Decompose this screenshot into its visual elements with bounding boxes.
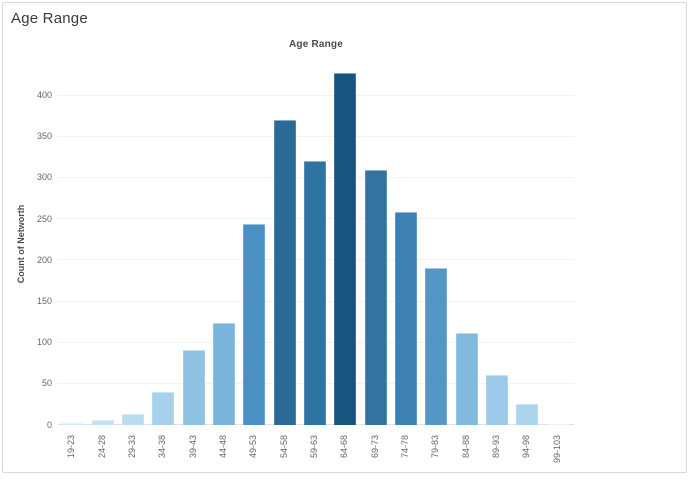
bar-54-58[interactable] (273, 120, 296, 425)
x-tick-label-34-38: 34-38 (157, 435, 168, 459)
x-tick-label-39-43: 39-43 (187, 435, 198, 459)
bar-69-73[interactable] (364, 169, 387, 425)
x-tick-label-94-98: 94-98 (521, 435, 532, 459)
bar-34-38[interactable] (152, 392, 175, 425)
bar-19-23[interactable] (61, 423, 84, 425)
x-tick-label-89-93: 89-93 (490, 435, 501, 459)
y-tick-label-200: 200 (36, 254, 52, 265)
y-tick-label-150: 150 (36, 296, 52, 306)
y-tick-label-400: 400 (36, 90, 52, 101)
bar-39-43[interactable] (182, 350, 205, 425)
bar-24-28[interactable] (91, 420, 114, 425)
y-tick-label-300: 300 (36, 172, 52, 183)
bar-64-68[interactable] (334, 73, 357, 425)
bar-79-83[interactable] (425, 267, 448, 425)
bar-59-63[interactable] (303, 160, 326, 425)
bar-84-88[interactable] (455, 332, 478, 425)
bar-94-98[interactable] (516, 404, 539, 425)
bar-29-33[interactable] (121, 414, 144, 425)
y-tick-label-0: 0 (46, 419, 52, 430)
bar-49-53[interactable] (243, 224, 266, 425)
y-tick-label-100: 100 (36, 337, 52, 348)
y-tick-label-350: 350 (36, 131, 52, 142)
bar-99-103[interactable] (546, 424, 569, 425)
y-tick-label-250: 250 (36, 213, 52, 224)
x-tick-label-64-68: 64-68 (339, 435, 350, 459)
x-tick-label-74-78: 74-78 (399, 435, 410, 459)
bar-89-93[interactable] (485, 374, 508, 425)
y-tick-label-50: 50 (41, 378, 52, 389)
x-tick-label-44-48: 44-48 (217, 435, 228, 459)
plot-area (58, 61, 574, 425)
x-tick-label-59-63: 59-63 (308, 435, 319, 459)
x-tick-label-99-103: 99-103 (551, 435, 562, 464)
page-title: Age Range (11, 10, 88, 27)
x-tick-label-84-88: 84-88 (460, 435, 471, 459)
x-tick-label-19-23: 19-23 (66, 435, 77, 459)
gridline-400 (58, 94, 574, 96)
x-tick-label-29-33: 29-33 (126, 435, 137, 459)
bar-74-78[interactable] (394, 211, 417, 425)
chart-title: Age Range (288, 39, 344, 50)
bar-44-48[interactable] (212, 322, 235, 425)
x-tick-label-79-83: 79-83 (430, 435, 441, 459)
x-tick-label-54-58: 54-58 (278, 435, 289, 459)
x-tick-label-49-53: 49-53 (248, 435, 259, 459)
x-tick-label-69-73: 69-73 (369, 435, 380, 459)
gridline-350 (58, 135, 574, 137)
x-tick-label-24-28: 24-28 (96, 435, 107, 459)
